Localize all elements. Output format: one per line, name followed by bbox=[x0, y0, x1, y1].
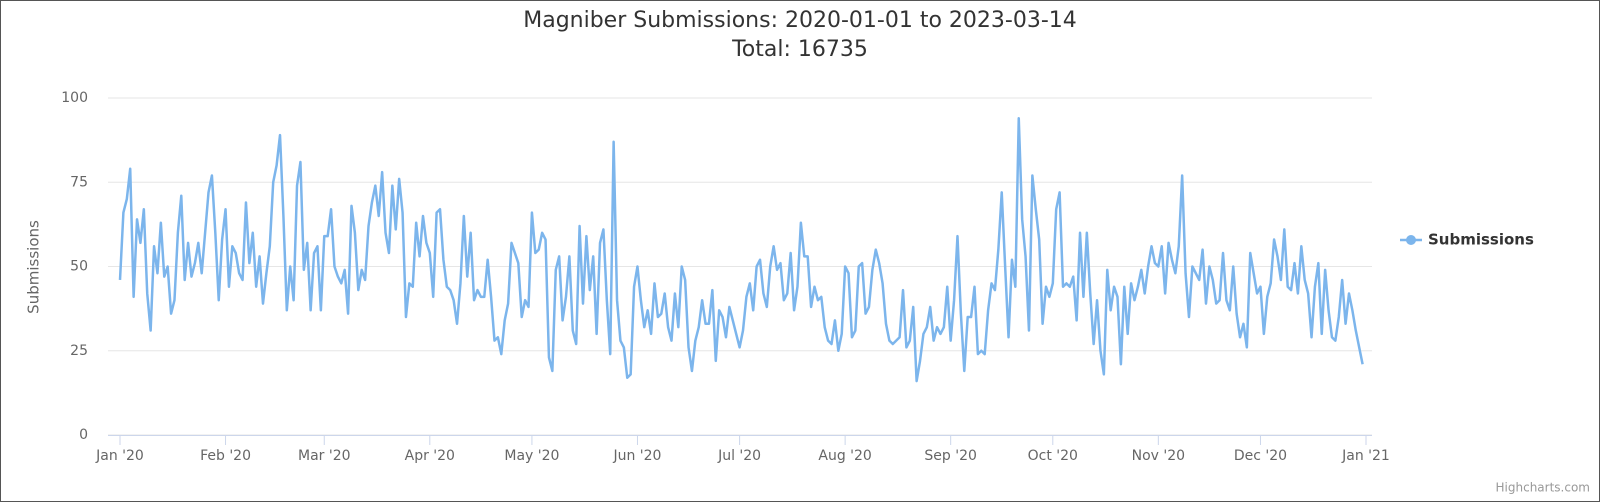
x-tick-label: Feb '20 bbox=[200, 448, 251, 464]
y-tick-label: 25 bbox=[70, 343, 88, 359]
x-tick-label: Jan '21 bbox=[1341, 448, 1390, 464]
y-tick-label: 75 bbox=[70, 174, 88, 190]
x-tick-label: Nov '20 bbox=[1132, 448, 1185, 464]
legend-symbol bbox=[1406, 235, 1416, 245]
y-tick-label: 50 bbox=[70, 259, 88, 275]
x-tick-label: Oct '20 bbox=[1028, 448, 1078, 464]
x-tick-label: May '20 bbox=[504, 448, 559, 464]
y-tick-label: 100 bbox=[61, 90, 88, 106]
x-tick-label: Dec '20 bbox=[1234, 448, 1287, 464]
x-tick-label: Jan '20 bbox=[95, 448, 144, 464]
credits: Highcharts.com bbox=[1496, 481, 1590, 495]
series-line bbox=[118, 116, 1364, 383]
x-tick-label: Jun '20 bbox=[612, 448, 661, 464]
x-tick-label: Sep '20 bbox=[924, 448, 977, 464]
x-tick-label: Jul '20 bbox=[717, 448, 761, 464]
x-tick-label: Apr '20 bbox=[405, 448, 455, 464]
x-tick-label: Aug '20 bbox=[818, 448, 871, 464]
legend-label: Submissions bbox=[1428, 231, 1534, 249]
chart-subtitle: Total: 16735 bbox=[731, 37, 868, 62]
chart-title: Magniber Submissions: 2020-01-01 to 2023… bbox=[523, 8, 1077, 33]
x-tick-label: Mar '20 bbox=[298, 448, 351, 464]
y-tick-label: 0 bbox=[79, 427, 88, 443]
y-axis-title: Submissions bbox=[25, 220, 43, 314]
